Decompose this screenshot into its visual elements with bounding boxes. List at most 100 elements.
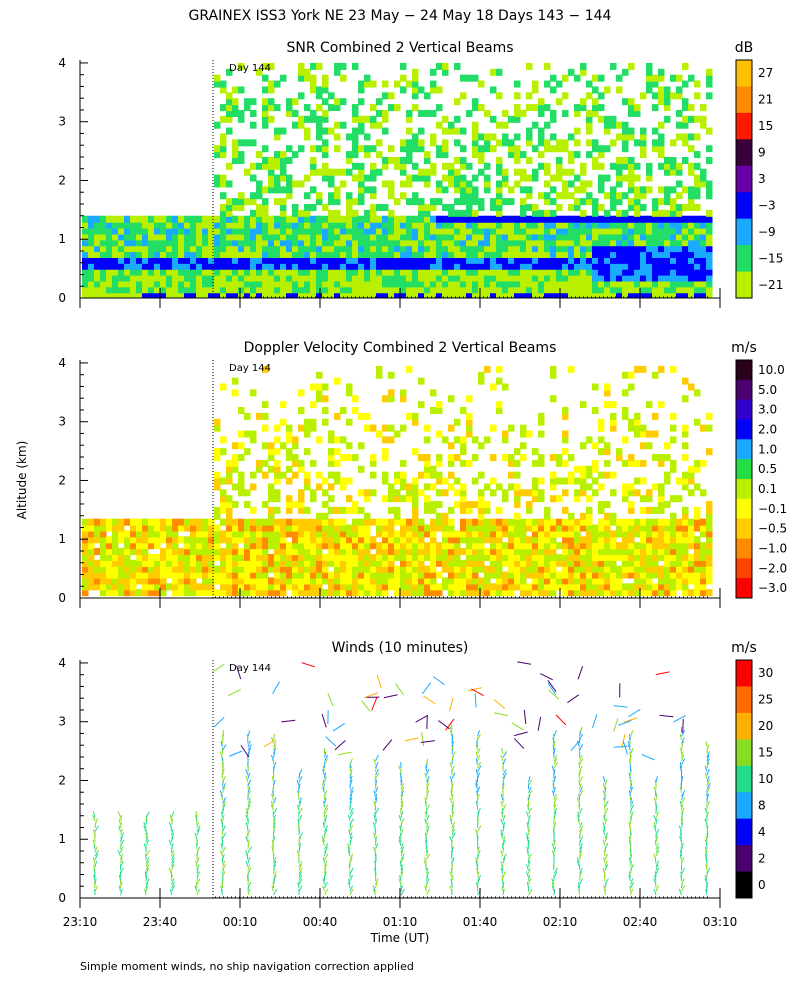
snr-cell [430,280,437,288]
doppler-cell [454,536,461,544]
doppler-cell [436,553,443,561]
snr-cell [220,274,227,282]
doppler-cell [550,553,557,561]
doppler-cell [286,477,293,485]
doppler-cell [562,548,569,556]
snr-cell [106,274,113,282]
doppler-cell [466,565,473,573]
y-tick-label: 0 [58,591,66,605]
snr-cell [628,203,635,211]
snr-cell [268,239,275,247]
doppler-cell [214,542,221,550]
doppler-cell [364,489,371,497]
snr-cell [598,74,605,82]
doppler-cell [262,559,269,567]
doppler-cell [502,495,509,503]
snr-cell [472,268,479,276]
doppler-cell [430,571,437,579]
doppler-cell [142,565,149,573]
doppler-cell [478,501,485,509]
snr-cell [280,151,287,159]
snr-cell [658,245,665,253]
snr-cell [418,221,425,229]
doppler-cell [454,559,461,567]
wind-barb [247,740,251,748]
snr-cell [466,256,473,264]
doppler-cell [646,589,653,597]
doppler-cell [694,542,701,550]
snr-cell [454,227,461,235]
doppler-cell [700,542,707,550]
snr-cell [274,262,281,270]
doppler-cell [106,536,113,544]
snr-cell [400,286,407,294]
snr-cell [142,262,149,270]
doppler-cell [346,548,353,556]
snr-cell [496,215,503,223]
doppler-cell [298,553,305,561]
colorbar-swatch [736,399,752,420]
doppler-cell [250,542,257,550]
doppler-cell [262,589,269,597]
wind-barb [375,807,380,815]
snr-cell [100,292,107,298]
snr-cell [460,127,467,135]
doppler-cell [166,571,173,579]
snr-cell [640,268,647,276]
doppler-cell [328,483,335,491]
snr-cell [586,121,593,129]
snr-cell [328,274,335,282]
snr-cell [424,209,431,217]
doppler-cell [376,577,383,585]
snr-cell [664,168,671,176]
doppler-cell [322,571,329,579]
doppler-cell [250,571,257,579]
snr-cell [556,168,563,176]
wind-barb [271,793,274,801]
doppler-cell [580,565,587,573]
doppler-cell [574,559,581,567]
wind-barb [527,804,529,811]
doppler-cell [424,577,431,585]
snr-cell [580,162,587,170]
doppler-cell [454,583,461,591]
doppler-cell [136,553,143,561]
snr-cell [256,221,263,229]
snr-cell [658,74,665,82]
snr-cell [526,256,533,264]
doppler-cell [136,589,143,597]
snr-cell [598,215,605,223]
snr-cell [580,221,587,229]
doppler-cell [544,565,551,573]
doppler-cell [688,489,695,497]
doppler-cell [418,536,425,544]
doppler-cell [622,436,629,444]
snr-cell [214,74,221,82]
doppler-cell [118,518,125,526]
wind-barb [500,793,504,801]
snr-cell [352,280,359,288]
doppler-cell [538,542,545,550]
snr-cell [478,256,485,264]
doppler-cell [376,430,383,438]
snr-cell [448,168,455,176]
doppler-cell [334,448,341,456]
doppler-cell [280,442,287,450]
doppler-cell [94,577,101,585]
wind-barb [349,793,353,800]
doppler-cell [478,442,485,450]
y-tick-label: 4 [58,56,66,70]
doppler-cell [400,536,407,544]
doppler-cell [610,542,617,550]
doppler-cell [442,583,449,591]
doppler-cell [220,448,227,456]
doppler-cell [130,542,137,550]
snr-cell [616,86,623,94]
snr-cell [400,62,407,70]
snr-cell [94,215,101,223]
doppler-cell [298,577,305,585]
snr-cell [370,145,377,153]
snr-cell [334,121,341,129]
doppler-cell [628,371,635,379]
doppler-cell [160,518,167,526]
